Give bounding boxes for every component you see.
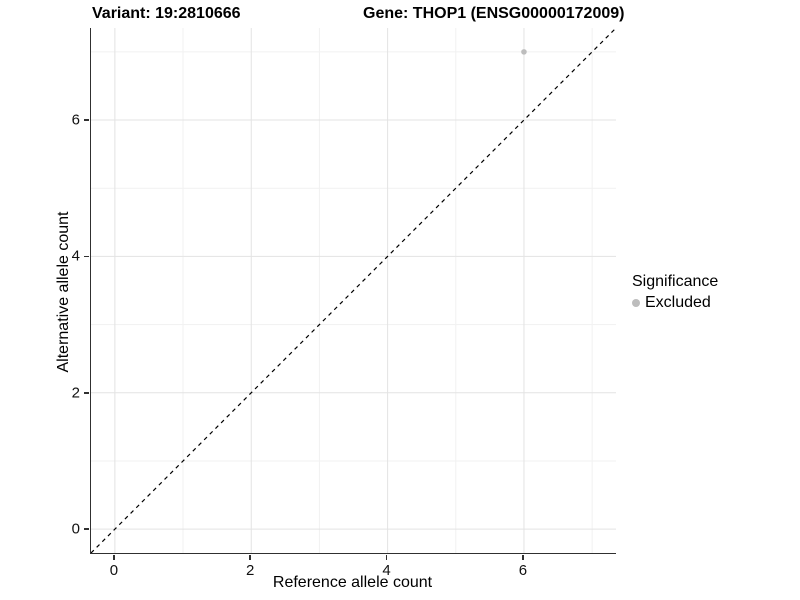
- x-axis-tick-label: 2: [246, 562, 255, 579]
- y-axis-tick-label: 0: [71, 520, 80, 538]
- identity-dashed-line: [91, 28, 616, 553]
- y-axis-tick: [83, 119, 89, 121]
- x-axis-tick: [249, 554, 251, 560]
- y-axis-tick: [83, 528, 89, 530]
- y-axis-tick-label: 2: [71, 384, 80, 402]
- plot-panel: [90, 28, 616, 554]
- legend: Significance Excluded: [632, 273, 718, 312]
- plot-title-variant: Variant: 19:2810666: [92, 5, 241, 22]
- data-point: [521, 49, 527, 55]
- legend-title: Significance: [632, 273, 719, 290]
- x-axis-title: Reference allele count: [272, 574, 433, 591]
- x-axis-tick-label: 4: [382, 562, 391, 579]
- legend-entry-label: Excluded: [645, 294, 711, 311]
- y-axis-tick-label: 6: [71, 111, 80, 129]
- legend-entry: Excluded: [632, 294, 718, 312]
- x-axis-tick: [385, 554, 388, 560]
- y-axis-title: Alternative allele count: [55, 211, 72, 373]
- y-axis-tick-label: 4: [71, 247, 80, 265]
- x-axis-tick-label: 0: [109, 562, 119, 579]
- legend-entries: Excluded: [632, 294, 718, 312]
- y-axis-tick: [83, 392, 89, 394]
- legend-key-circle-icon: [632, 299, 640, 307]
- x-axis-tick: [113, 554, 115, 560]
- plot-area: [91, 28, 616, 553]
- x-axis-tick-label: 6: [518, 562, 528, 579]
- plot-title-gene: Gene: THOP1 (ENSG00000172009): [363, 5, 625, 22]
- x-axis-tick: [522, 554, 524, 560]
- y-axis-tick: [83, 255, 89, 258]
